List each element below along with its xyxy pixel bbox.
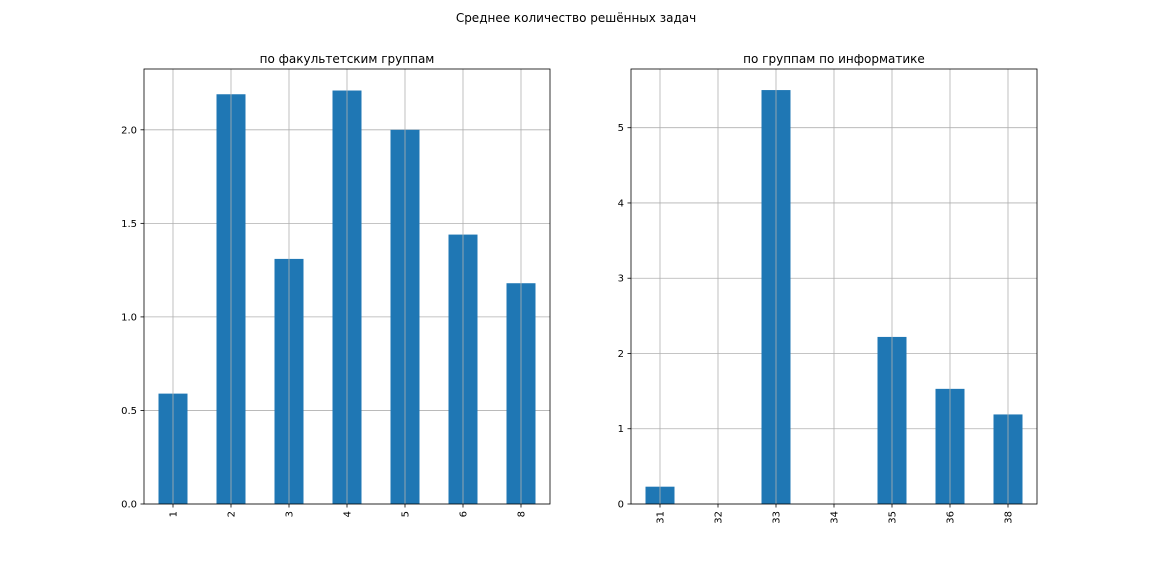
x-tick-label: 34 [830, 511, 841, 524]
axes-frame [630, 68, 1038, 505]
x-tick-label: 33 [772, 511, 783, 524]
y-tick-label: 4 [618, 198, 624, 209]
y-tick-label: 2.0 [121, 125, 137, 136]
x-tick-label: 31 [656, 511, 667, 524]
y-tick-label: 0 [618, 500, 624, 511]
y-tick-label: 1.5 [121, 219, 137, 230]
x-tick-label: 1 [169, 511, 180, 517]
x-tick-label: 5 [401, 511, 412, 517]
axes-frame [143, 68, 551, 505]
y-tick-label: 3 [618, 274, 624, 285]
x-tick-label: 3 [285, 511, 296, 517]
x-tick-label: 2 [227, 511, 238, 517]
axes-title: по факультетским группам [260, 52, 435, 66]
y-tick-label: 1.0 [121, 312, 137, 323]
axes-title: по группам по информатике [743, 52, 925, 66]
axes-left-faculty-groups: 0.0 0.5 1.0 1.5 2.0 1 2 3 4 5 6 8 по факультетским г… [121, 52, 551, 517]
y-tick-label: 1 [618, 424, 624, 435]
x-tick-label: 36 [946, 511, 957, 524]
x-tick-label: 35 [888, 511, 899, 524]
figure-suptitle: Среднее количество решённых задач [456, 11, 696, 25]
x-tick-label: 8 [517, 511, 528, 517]
x-tick-label: 4 [343, 511, 354, 517]
y-tick-label: 0.5 [121, 406, 137, 417]
x-tick-label: 38 [1004, 511, 1015, 524]
x-tick-label: 32 [714, 511, 725, 524]
y-tick-label: 2 [618, 349, 624, 360]
y-tick-label: 0.0 [121, 500, 137, 511]
y-tick-label: 5 [618, 123, 624, 134]
x-tick-label: 6 [459, 511, 470, 517]
